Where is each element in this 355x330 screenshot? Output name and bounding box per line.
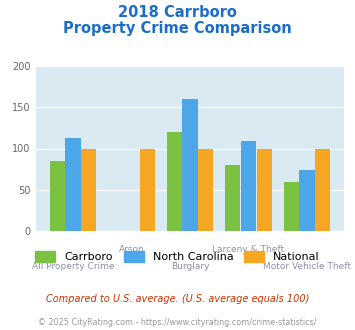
Bar xyxy=(50,161,65,231)
Bar xyxy=(198,148,213,231)
Bar xyxy=(182,99,197,231)
Text: Burglary: Burglary xyxy=(171,262,209,271)
Bar xyxy=(81,148,96,231)
Bar xyxy=(315,148,330,231)
Text: Property Crime Comparison: Property Crime Comparison xyxy=(63,21,292,36)
Text: © 2025 CityRating.com - https://www.cityrating.com/crime-statistics/: © 2025 CityRating.com - https://www.city… xyxy=(38,318,317,327)
Text: Arson: Arson xyxy=(119,245,144,254)
Bar xyxy=(241,141,256,231)
Bar xyxy=(299,170,315,231)
Bar xyxy=(257,148,272,231)
Text: All Property Crime: All Property Crime xyxy=(32,262,114,271)
Legend: Carrboro, North Carolina, National: Carrboro, North Carolina, National xyxy=(31,247,324,267)
Text: Compared to U.S. average. (U.S. average equals 100): Compared to U.S. average. (U.S. average … xyxy=(46,294,309,304)
Bar xyxy=(65,138,81,231)
Bar xyxy=(284,182,299,231)
Bar xyxy=(225,165,240,231)
Text: Larceny & Theft: Larceny & Theft xyxy=(212,245,284,254)
Bar xyxy=(140,148,155,231)
Text: Motor Vehicle Theft: Motor Vehicle Theft xyxy=(263,262,351,271)
Text: 2018 Carrboro: 2018 Carrboro xyxy=(118,5,237,20)
Bar xyxy=(166,132,182,231)
